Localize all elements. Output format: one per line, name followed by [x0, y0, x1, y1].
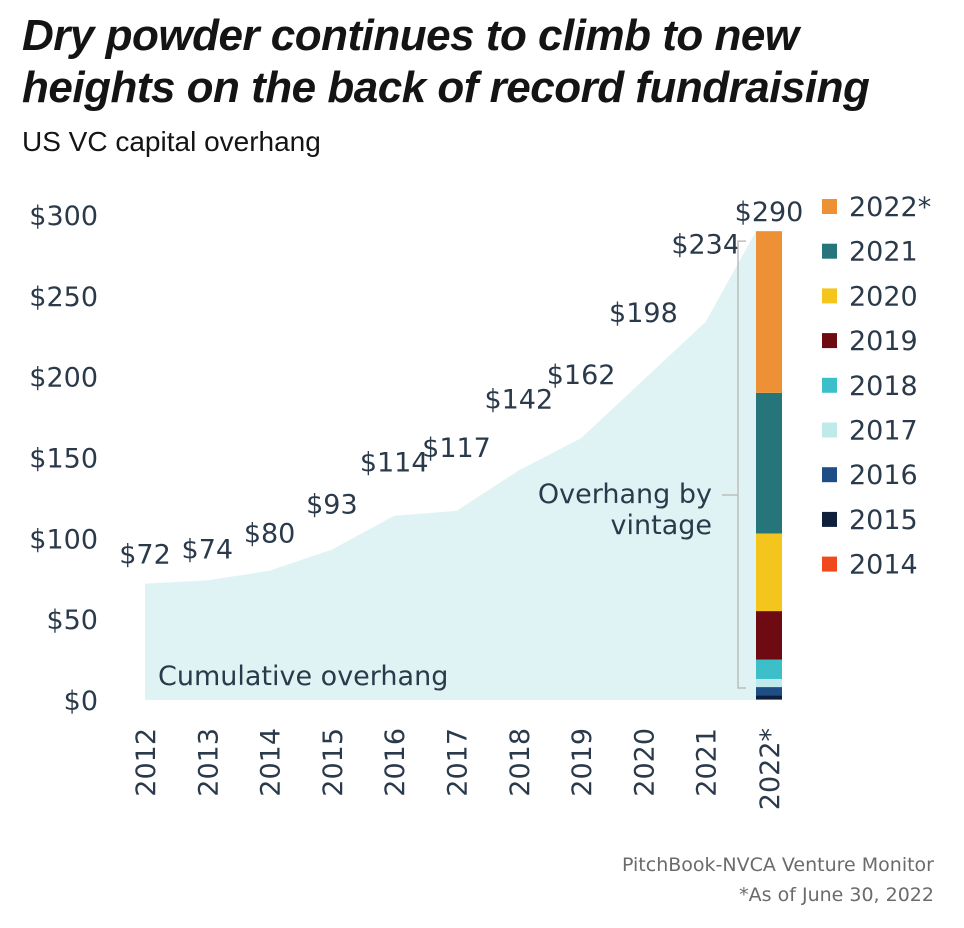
stacked-bar-segment — [756, 699, 782, 700]
legend-label: 2014 — [849, 550, 918, 581]
legend-swatch — [822, 467, 837, 483]
legend-label: 2021 — [849, 237, 918, 268]
stacked-bar-segment — [756, 687, 782, 696]
bracket-label-line: Overhang by — [538, 479, 712, 510]
source-block: PitchBook-NVCA Venture Monitor *As of Ju… — [622, 850, 934, 910]
legend-swatch — [822, 556, 837, 572]
y-tick-label: $300 — [29, 201, 98, 232]
chart-subtitle: US VC capital overhang — [22, 126, 321, 157]
stacked-bar-segment — [756, 533, 782, 612]
cumulative-area — [145, 231, 756, 700]
data-label: $142 — [484, 384, 553, 415]
x-tick-label: 2013 — [193, 728, 224, 797]
legend-swatch — [822, 288, 837, 304]
legend-label: 2020 — [849, 281, 918, 312]
legend-label: 2015 — [849, 505, 918, 536]
data-label: $74 — [182, 534, 234, 565]
y-tick-label: $100 — [29, 524, 98, 555]
data-label: $162 — [547, 360, 616, 391]
stacked-bar-segment — [756, 695, 782, 700]
footnote-text: *As of June 30, 2022 — [739, 884, 934, 906]
x-tick-label: 2022* — [755, 728, 786, 810]
stacked-bar-segment — [756, 659, 782, 679]
bracket-label-line: vintage — [611, 510, 712, 541]
legend-label: 2022* — [849, 192, 931, 223]
y-tick-label: $250 — [29, 282, 98, 313]
legend-swatch — [822, 422, 837, 438]
legend-swatch — [822, 377, 837, 393]
x-tick-label: 2018 — [505, 728, 536, 797]
data-label: $72 — [119, 540, 171, 571]
chart-title: Dry powder continues to climb to new hei… — [22, 11, 870, 112]
x-tick-label: 2012 — [131, 728, 162, 797]
legend-swatch — [822, 243, 837, 259]
y-tick-label: $0 — [64, 686, 98, 717]
legend-swatch — [822, 511, 837, 527]
x-tick-label: 2014 — [256, 728, 287, 797]
x-tick-label: 2016 — [380, 728, 411, 797]
data-label: $198 — [609, 298, 678, 329]
x-tick-label: 2017 — [443, 728, 474, 797]
bracket-line — [737, 240, 746, 689]
y-tick-label: $50 — [46, 605, 98, 636]
stacked-bar-segment — [756, 678, 782, 688]
x-tick-label: 2021 — [692, 728, 723, 797]
bar-total-label: $290 — [735, 197, 804, 228]
stacked-bar-segment — [756, 392, 782, 534]
y-tick-label: $150 — [29, 444, 98, 475]
legend-label: 2016 — [849, 460, 918, 491]
stacked-bar-segment — [756, 231, 782, 393]
x-tick-label: 2019 — [567, 728, 598, 797]
legend-swatch — [822, 199, 837, 214]
y-tick-label: $200 — [29, 363, 98, 394]
data-label: $117 — [422, 433, 491, 464]
legend-label: 2017 — [849, 416, 918, 447]
legend-label: 2018 — [849, 371, 918, 402]
area-label: Cumulative overhang — [158, 661, 448, 692]
data-label: $80 — [244, 519, 296, 550]
x-tick-label: 2020 — [629, 728, 660, 797]
legend-label: 2019 — [849, 326, 918, 357]
data-label: $93 — [306, 490, 358, 521]
x-tick-label: 2015 — [318, 728, 349, 797]
legend-swatch — [822, 333, 837, 349]
data-label: $234 — [671, 230, 740, 261]
data-label: $114 — [360, 448, 429, 479]
source-text: PitchBook-NVCA Venture Monitor — [621, 854, 934, 876]
stacked-bar-segment — [756, 611, 782, 660]
